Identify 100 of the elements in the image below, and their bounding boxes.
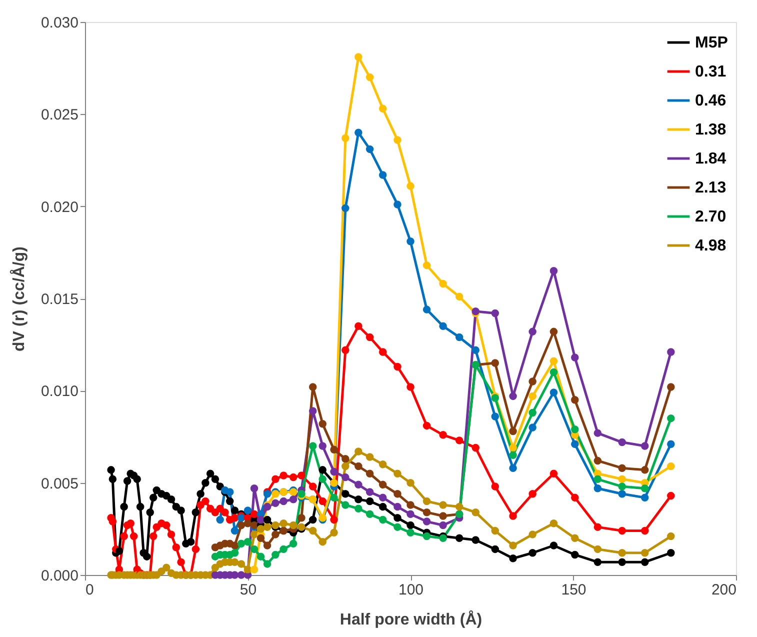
point	[394, 136, 402, 144]
point	[491, 309, 500, 318]
point	[528, 378, 536, 386]
point	[366, 470, 374, 478]
point	[550, 368, 558, 376]
point	[667, 414, 675, 422]
x-tick-label: 50	[240, 582, 257, 598]
point	[618, 464, 626, 472]
point	[571, 440, 579, 448]
point	[250, 484, 258, 492]
point	[342, 501, 350, 509]
point	[366, 73, 374, 82]
point	[491, 359, 500, 367]
point	[439, 521, 447, 530]
point	[455, 333, 464, 342]
y-tick-label: 0.020	[40, 198, 78, 216]
point	[640, 494, 649, 502]
point	[230, 549, 239, 557]
point	[422, 508, 431, 516]
point	[439, 512, 447, 520]
point	[618, 482, 626, 490]
point	[308, 407, 317, 415]
point	[378, 480, 387, 489]
point	[230, 542, 239, 550]
point	[594, 484, 602, 492]
point	[256, 552, 265, 560]
point	[342, 134, 350, 142]
x-tick-label: 150	[561, 582, 586, 598]
point	[272, 550, 280, 559]
point	[366, 488, 374, 496]
point	[550, 328, 558, 336]
point	[237, 540, 246, 548]
point	[378, 494, 387, 502]
point	[354, 480, 362, 489]
point	[422, 532, 431, 540]
point	[550, 357, 558, 366]
point	[354, 128, 362, 136]
point	[366, 510, 374, 518]
point	[509, 444, 517, 452]
point	[289, 540, 298, 548]
point	[528, 424, 536, 432]
legend-label: M5P	[695, 34, 728, 52]
point	[406, 237, 414, 246]
point	[509, 451, 517, 460]
y-tick-label: 0.005	[40, 475, 78, 492]
point	[667, 462, 675, 470]
point	[318, 442, 326, 450]
point	[550, 388, 558, 396]
y-tick-label: 0.025	[40, 106, 78, 124]
point	[491, 412, 500, 420]
legend-label: 2.70	[695, 208, 726, 226]
point	[528, 392, 536, 400]
point	[439, 322, 447, 330]
point	[422, 261, 431, 270]
point	[394, 490, 402, 498]
point	[230, 526, 239, 535]
point	[406, 528, 414, 536]
point	[667, 348, 675, 356]
point	[342, 473, 350, 482]
point	[280, 497, 288, 506]
point	[250, 545, 258, 554]
x-axis-title: Half pore width (Å)	[340, 610, 482, 628]
point	[571, 354, 579, 362]
point	[528, 408, 536, 417]
legend-label: 2.13	[695, 180, 726, 196]
point	[216, 516, 224, 524]
point	[594, 475, 602, 484]
point	[594, 429, 602, 437]
point	[318, 475, 326, 484]
point	[550, 266, 558, 275]
legend-label: 0.46	[695, 92, 726, 110]
point	[422, 306, 431, 314]
point	[378, 171, 387, 179]
point	[406, 182, 414, 190]
point	[439, 280, 447, 288]
y-axis-title: dV (r) (cc/Å/g)	[8, 246, 28, 352]
point	[640, 466, 649, 474]
point	[280, 545, 288, 554]
point	[256, 534, 265, 542]
point	[667, 440, 675, 448]
point	[354, 462, 362, 470]
point	[455, 292, 464, 301]
point	[667, 383, 675, 391]
point	[640, 442, 649, 450]
point	[272, 530, 280, 538]
point	[594, 456, 602, 465]
point	[406, 501, 414, 509]
point	[289, 496, 298, 504]
point	[618, 438, 626, 446]
point	[394, 523, 402, 531]
point	[354, 504, 362, 513]
point	[618, 490, 626, 498]
point	[509, 392, 517, 400]
point	[640, 484, 649, 492]
point	[571, 426, 579, 434]
point	[394, 502, 402, 511]
point	[366, 145, 374, 154]
point	[308, 383, 317, 391]
point	[226, 488, 234, 496]
point	[509, 427, 517, 436]
